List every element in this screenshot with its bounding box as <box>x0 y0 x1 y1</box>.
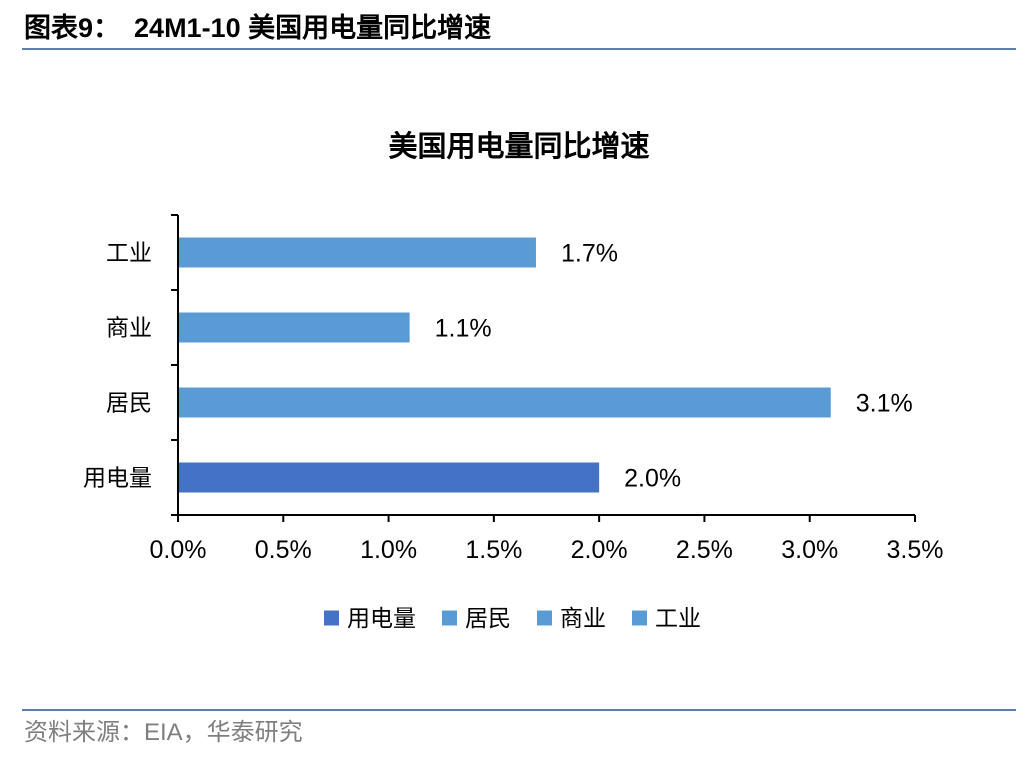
x-tick-label: 2.5% <box>676 536 733 564</box>
x-tick-label: 1.0% <box>360 536 417 564</box>
legend: 用电量 居民 商业 工业 <box>324 606 701 632</box>
x-tick-label: 1.5% <box>465 536 522 564</box>
legend-label: 居民 <box>465 606 511 632</box>
bar-1 <box>178 462 600 493</box>
x-tick-label: 2.0% <box>571 536 628 564</box>
plot-area: 用电量 2.0% 居民 3.1% 商业 1.1% 工业 1.7% 0.0% 0.5% 1.0% 1.5… <box>83 214 944 564</box>
bar-3 <box>178 312 410 343</box>
legend-swatch <box>442 610 457 626</box>
x-tick-label: 3.0% <box>781 536 838 564</box>
data-label: 3.1% <box>856 390 913 418</box>
legend-swatch <box>537 610 552 626</box>
legend-label: 用电量 <box>347 606 416 632</box>
chart-title: 美国用电量同比增速 <box>388 129 649 163</box>
data-label: 1.7% <box>561 240 618 268</box>
x-tick-label: 3.5% <box>887 536 944 564</box>
legend-label: 商业 <box>560 606 606 632</box>
bar-4 <box>178 237 536 268</box>
figure-number: 图表9： <box>24 13 121 43</box>
chart: 美国用电量同比增速 用电量 2.0% 居民 3.1% 商业 1.1% 工业 1.7% 0.0% 0… <box>83 129 944 632</box>
category-label: 用电量 <box>83 466 152 492</box>
legend-swatch <box>632 610 647 626</box>
legend-label: 工业 <box>655 606 701 632</box>
x-tick-label: 0.0% <box>150 536 207 564</box>
footer-rule <box>22 709 1016 711</box>
bar-2 <box>178 387 831 418</box>
data-label: 1.1% <box>435 315 492 343</box>
source-note: 资料来源：EIA，华泰研究 <box>24 719 303 746</box>
category-label: 居民 <box>106 391 152 417</box>
x-tick-label: 0.5% <box>255 536 312 564</box>
header-rule <box>22 48 1016 50</box>
figure-title: 24M1-10 美国用电量同比增速 <box>134 13 492 43</box>
legend-swatch <box>324 610 339 626</box>
category-label: 商业 <box>106 316 152 342</box>
figure-header: 图表9： 24M1-10 美国用电量同比增速 <box>24 8 491 48</box>
category-label: 工业 <box>106 241 152 267</box>
data-label: 2.0% <box>624 465 681 493</box>
